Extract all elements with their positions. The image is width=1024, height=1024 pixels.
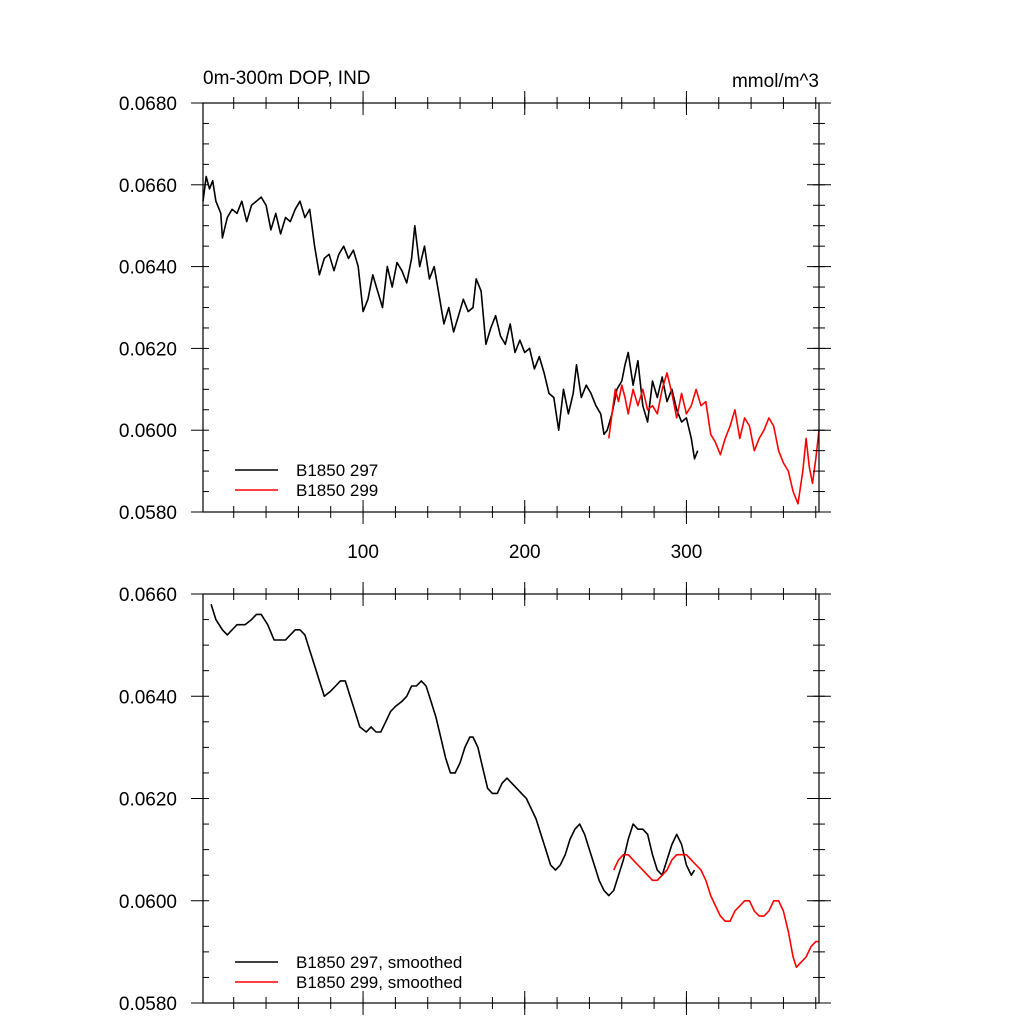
y-tick-label: 0.0660	[119, 585, 177, 606]
bottom-panel: 0.0580 0.0600 0.0620 0.0640 0.0660 B1850 297…	[119, 582, 831, 1015]
y-tick-label: 0.0620	[119, 339, 177, 360]
plot-frame	[202, 593, 820, 1004]
x-tick-label: 300	[671, 542, 703, 563]
units-label: mmol/m^3	[732, 71, 819, 92]
series-line	[210, 603, 696, 897]
series-line	[608, 372, 820, 505]
x-tick-label: 200	[509, 542, 541, 563]
y-tick-label: 0.0600	[119, 421, 177, 442]
series-line	[612, 853, 819, 968]
plot-frame	[202, 102, 820, 513]
legend-label: B1850 299	[296, 481, 378, 500]
y-tick-label: 0.0660	[119, 176, 177, 197]
y-tick-label: 0.0580	[119, 994, 177, 1015]
series-line	[202, 175, 699, 460]
legend-label: B1850 297, smoothed	[296, 953, 462, 972]
y-tick-label: 0.0680	[119, 94, 177, 115]
y-tick-label: 0.0600	[119, 892, 177, 913]
y-tick-label: 0.0620	[119, 790, 177, 811]
y-tick-label: 0.0640	[119, 258, 177, 279]
y-tick-label: 0.0640	[119, 687, 177, 708]
legend-label: B1850 297	[296, 461, 378, 480]
chart-title: 0m-300m DOP, IND	[203, 68, 371, 89]
x-tick-label: 100	[347, 542, 379, 563]
legend-label: B1850 299, smoothed	[296, 973, 462, 992]
y-tick-label: 0.0580	[119, 503, 177, 524]
top-panel: 0.0580 0.0600 0.0620 0.0640 0.0660 0.0680 100 2…	[119, 68, 831, 563]
